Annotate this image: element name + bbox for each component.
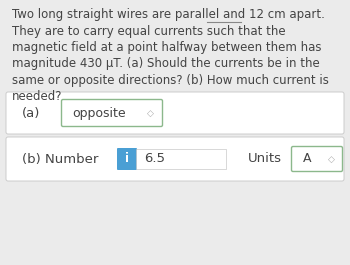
Bar [136, 149, 226, 169]
Text: same or opposite directions? (b) How much current is: same or opposite directions? (b) How muc… [12, 74, 329, 87]
Text: Two long straight wires are parallel and 12 cm apart.: Two long straight wires are parallel and… [12, 8, 325, 21]
Text: 6.5: 6.5 [144, 152, 165, 166]
Text: (b) Number: (b) Number [22, 152, 98, 166]
Text: magnitude 430 μT. (a) Should the currents be in the: magnitude 430 μT. (a) Should the current… [12, 58, 320, 70]
FancyBboxPatch shape [6, 137, 344, 181]
Text: needed?: needed? [12, 91, 63, 104]
Text: opposite: opposite [72, 107, 126, 120]
Text: ◇: ◇ [328, 154, 335, 164]
FancyBboxPatch shape [292, 147, 343, 171]
Text: Units: Units [248, 152, 282, 166]
Text: They are to carry equal currents such that the: They are to carry equal currents such th… [12, 24, 286, 38]
Text: magnetic field at a point halfway between them has: magnetic field at a point halfway betwee… [12, 41, 322, 54]
FancyBboxPatch shape [62, 99, 162, 126]
Text: i: i [125, 152, 129, 166]
Text: A: A [303, 152, 312, 166]
Text: ◇: ◇ [147, 108, 153, 117]
FancyBboxPatch shape [117, 148, 137, 170]
Text: (a): (a) [22, 107, 40, 120]
FancyBboxPatch shape [6, 92, 344, 134]
